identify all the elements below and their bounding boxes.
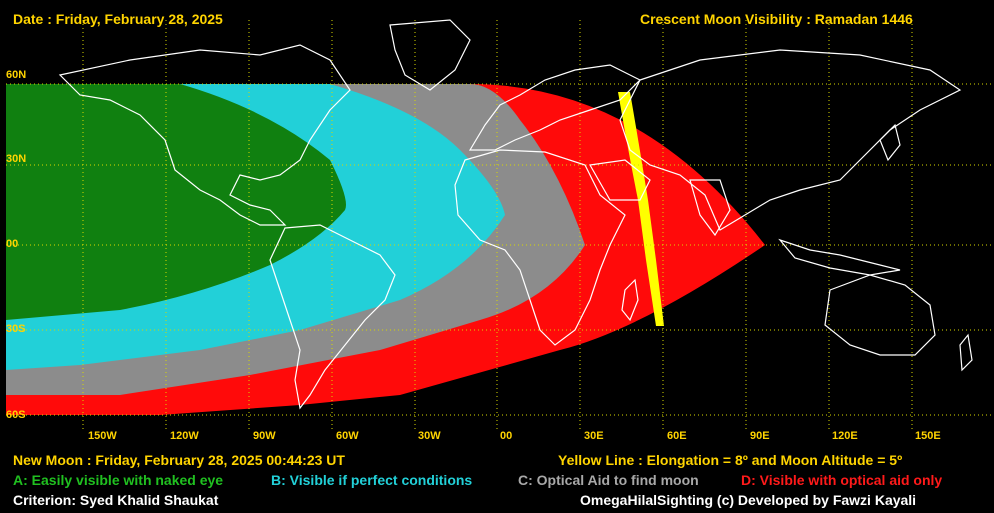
title-label: Crescent Moon Visibility : Ramadan 1446 xyxy=(640,11,913,27)
lon-label-60e: 60E xyxy=(667,430,687,442)
india-outline xyxy=(689,179,731,237)
lon-label-150e: 150E xyxy=(915,430,941,442)
lon-label-30e: 30E xyxy=(584,430,604,442)
australia-outline xyxy=(824,274,936,356)
south-america-outline xyxy=(269,224,396,410)
yellow-line xyxy=(618,92,664,326)
coastlines xyxy=(58,19,973,410)
japan-outline xyxy=(879,123,901,162)
indonesia-outline xyxy=(778,238,901,276)
lat-label-00: 00 xyxy=(6,238,19,250)
zone-a-green xyxy=(6,84,346,320)
lat-label-30s: 30S xyxy=(6,323,26,335)
africa-outline xyxy=(454,149,626,346)
arabia-outline xyxy=(589,159,651,201)
greenland-outline xyxy=(389,19,471,91)
north-america-outline xyxy=(58,44,351,226)
lat-label-60s: 60S xyxy=(6,409,26,421)
legend-a: A: Easily visible with naked eye xyxy=(13,472,224,488)
lon-label-120e: 120E xyxy=(832,430,858,442)
date-label: Date : Friday, February 28, 2025 xyxy=(13,11,223,27)
lon-label-150w: 150W xyxy=(88,430,117,442)
lat-label-30n: 30N xyxy=(6,153,27,165)
lon-label-00: 00 xyxy=(500,430,513,442)
lon-label-90w: 90W xyxy=(253,430,276,442)
lon-label-60w: 60W xyxy=(336,430,359,442)
yellow-line-label: Yellow Line : Elongation = 8º and Moon A… xyxy=(558,452,903,468)
new-moon-label: New Moon : Friday, February 28, 2025 00:… xyxy=(13,452,345,468)
lon-label-30w: 30W xyxy=(418,430,441,442)
asia-outline xyxy=(619,49,962,231)
new-zealand-outline xyxy=(959,333,973,372)
legend-c: C: Optical Aid to find moon xyxy=(518,472,699,488)
criterion-label: Criterion: Syed Khalid Shaukat xyxy=(13,492,219,508)
credit-label: OmegaHilalSighting (c) Developed by Fawz… xyxy=(580,492,917,508)
lon-label-90e: 90E xyxy=(750,430,770,442)
legend-d: D: Visible with optical aid only xyxy=(741,472,943,488)
lat-lon-grid xyxy=(6,20,994,430)
lat-label-60n: 60N xyxy=(6,69,27,81)
legend-b: B: Visible if perfect conditions xyxy=(271,472,473,488)
madagascar-outline xyxy=(621,278,639,322)
lon-label-120w: 120W xyxy=(170,430,199,442)
